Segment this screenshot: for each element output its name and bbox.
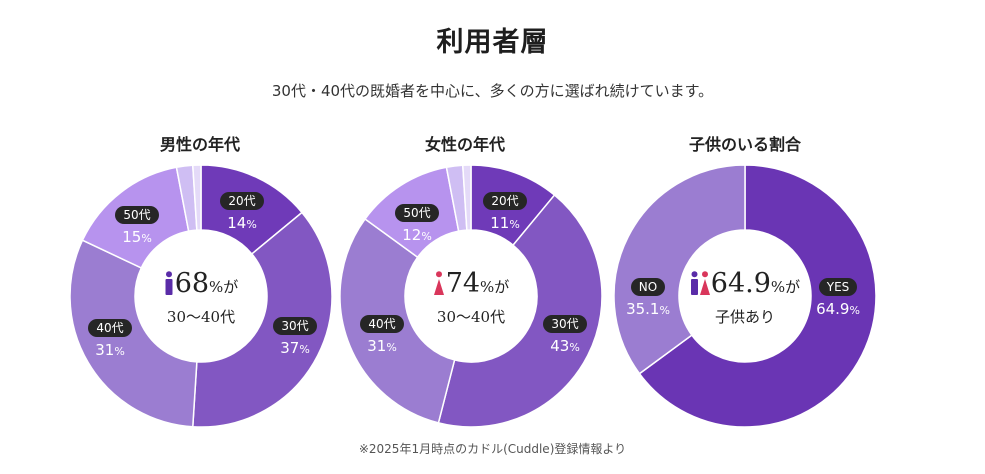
children-slice-no	[613, 164, 746, 375]
female-tag-20s: 20代	[483, 192, 527, 210]
female-chart-title: 女性の年代	[424, 135, 505, 154]
couple-icon	[690, 271, 710, 295]
male-pct-50s: 15	[122, 228, 142, 246]
female-pct-unit-40s: %	[386, 341, 397, 354]
male-pct-unit-50s: %	[141, 232, 152, 245]
male-tag-50s: 50代	[115, 206, 159, 224]
male-slice-label-40s: 40代 31%	[70, 317, 150, 363]
children-center-unit: %が	[770, 278, 801, 296]
male-tag-40s: 40代	[88, 319, 132, 337]
male-slice-label-50s: 50代 15%	[97, 204, 177, 250]
female-pct-40s: 31	[367, 337, 387, 355]
children-ratio-donut-chart	[613, 164, 877, 428]
female-pct-unit-20s: %	[509, 218, 520, 231]
male-tag-30s: 30代	[273, 317, 317, 335]
female-slice-label-50s: 50代 12%	[377, 202, 457, 248]
female-pct-unit-30s: %	[569, 341, 580, 354]
female-icon	[433, 271, 444, 295]
female-center-value: 74	[445, 268, 481, 299]
children-center-value: 64.9	[710, 268, 771, 299]
children-tag-yes: YES	[818, 278, 858, 296]
female-pct-20s: 11	[490, 214, 510, 232]
female-pct-50s: 12	[402, 226, 422, 244]
children-pct-yes: 64.9	[816, 300, 850, 318]
children-center-text: 子供あり	[714, 308, 775, 326]
male-slice-30s	[191, 211, 333, 428]
children-pct-unit-yes: %	[849, 304, 860, 317]
male-chart-title: 男性の年代	[159, 135, 240, 154]
female-slice-label-20s: 20代 11%	[465, 190, 545, 236]
female-center-unit: %が	[480, 278, 510, 296]
male-center-summary: 68%が 30〜40代	[136, 268, 266, 328]
male-slice-label-30s: 30代 37%	[255, 315, 335, 361]
male-slice-40s	[69, 239, 198, 428]
children-slice-label-yes: YES 64.9%	[798, 276, 878, 322]
page-title: 利用者層	[436, 27, 549, 58]
female-pct-30s: 43	[550, 337, 570, 355]
children-pct-unit-no: %	[659, 304, 670, 317]
children-slice-yes	[638, 164, 877, 428]
female-tag-50s: 50代	[395, 204, 439, 222]
male-age-donut-chart	[69, 164, 333, 428]
male-slice-other-2	[191, 164, 202, 231]
male-pct-20s: 14	[227, 214, 247, 232]
children-center-summary: 64.9%が 子供あり	[680, 268, 810, 328]
children-slice-label-no: NO 35.1%	[608, 276, 688, 322]
female-tag-40s: 40代	[360, 315, 404, 333]
children-tag-no: NO	[630, 278, 666, 296]
male-tag-20s: 20代	[220, 192, 264, 210]
male-pct-40s: 31	[95, 341, 115, 359]
female-slice-label-30s: 30代 43%	[525, 313, 605, 359]
male-icon	[165, 271, 173, 295]
children-pct-no: 35.1	[626, 300, 660, 318]
female-center-text: 30〜40代	[436, 308, 506, 326]
male-center-text: 30〜40代	[166, 308, 236, 326]
female-slice-other-2	[461, 164, 472, 231]
children-chart-title: 子供のいる割合	[688, 135, 801, 154]
male-pct-unit-30s: %	[299, 343, 310, 356]
page-subtitle: 30代・40代の既婚者を中心に、多くの方に選ばれ続けています。	[271, 82, 714, 100]
male-pct-unit-20s: %	[246, 218, 257, 231]
male-pct-unit-40s: %	[114, 345, 125, 358]
female-center-summary: 74%が 30〜40代	[406, 268, 536, 328]
female-slice-30s	[437, 194, 603, 428]
male-center-value: 68	[174, 268, 210, 299]
male-slice-label-20s: 20代 14%	[202, 190, 282, 236]
female-slice-label-40s: 40代 31%	[342, 313, 422, 359]
female-tag-30s: 30代	[543, 315, 587, 333]
male-pct-30s: 37	[280, 339, 300, 357]
footnote: ※2025年1月時点のカドル(Cuddle)登録情報より	[358, 442, 627, 456]
male-center-unit: %が	[209, 278, 239, 296]
female-pct-unit-50s: %	[421, 230, 432, 243]
